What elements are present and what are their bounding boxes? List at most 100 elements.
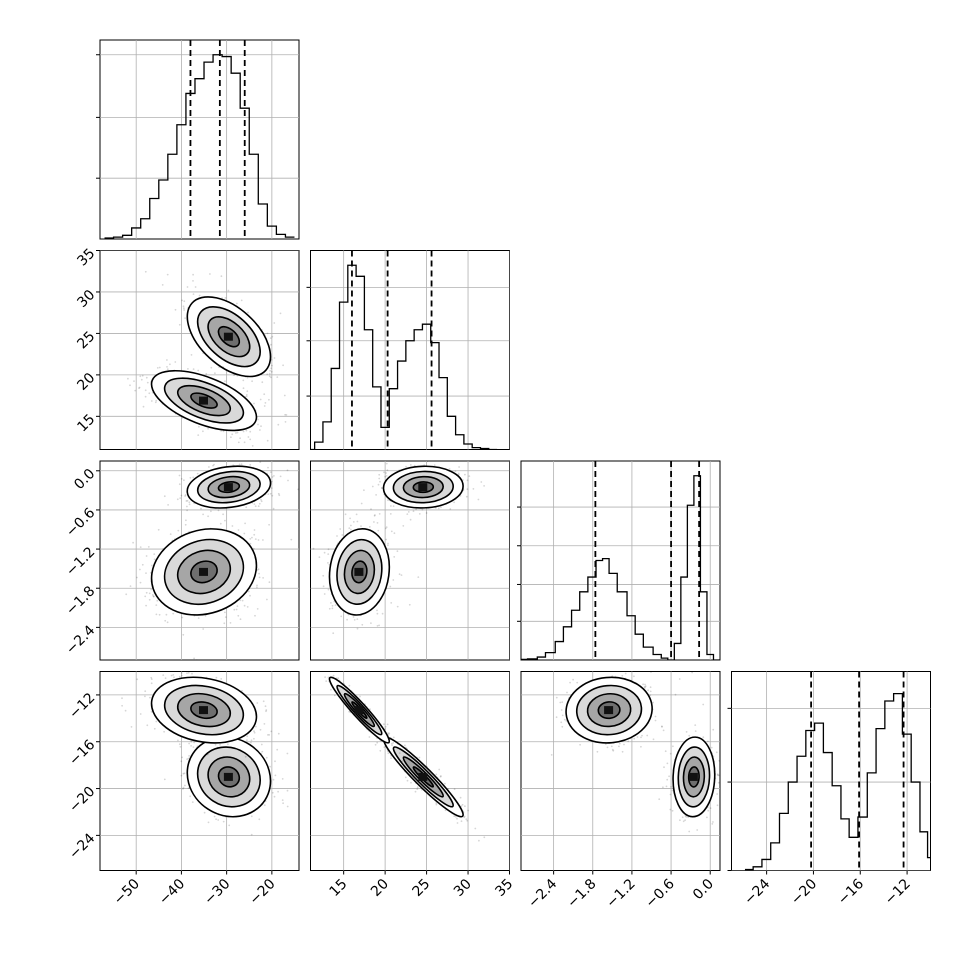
sample-point <box>385 475 388 477</box>
sample-point <box>337 677 340 680</box>
sample-point <box>231 525 234 527</box>
sample-point <box>387 732 389 734</box>
sample-point <box>244 755 247 758</box>
sample-point <box>416 788 419 790</box>
sample-point <box>272 778 275 781</box>
sample-point <box>124 709 127 712</box>
sample-point <box>390 602 393 604</box>
sample-point <box>258 502 261 505</box>
sample-point <box>207 427 210 430</box>
sample-point <box>254 538 257 540</box>
sample-point <box>240 299 243 302</box>
sample-point <box>387 544 389 547</box>
sample-point <box>224 297 227 299</box>
sample-point <box>147 546 150 548</box>
sample-point <box>440 775 442 777</box>
sample-point <box>253 730 255 733</box>
sample-point <box>145 591 148 594</box>
sample-point <box>249 430 252 433</box>
sample-point <box>436 456 438 458</box>
sample-point <box>254 505 257 508</box>
sample-point <box>352 616 355 618</box>
sample-point <box>224 616 227 618</box>
sample-point <box>392 579 395 581</box>
plot-area <box>100 250 299 450</box>
y-tick-label: −2.4 <box>63 622 98 657</box>
sample-point <box>263 804 266 807</box>
sample-point <box>416 786 419 789</box>
sample-point <box>477 498 480 501</box>
sample-point <box>155 399 158 402</box>
sample-point <box>163 778 166 781</box>
sample-point <box>285 414 288 416</box>
sample-point <box>262 700 265 703</box>
x-tick-label: −40 <box>156 876 188 908</box>
sample-point <box>190 740 193 743</box>
sample-point <box>455 816 457 818</box>
sample-point <box>160 671 162 672</box>
sample-point <box>262 577 264 579</box>
sample-point <box>139 581 142 584</box>
sample-point <box>174 308 177 311</box>
sample-point <box>125 593 128 596</box>
sample-point <box>385 526 388 528</box>
sample-point <box>282 364 284 367</box>
sample-point <box>189 795 192 798</box>
sample-point <box>318 667 320 669</box>
sample-point <box>474 827 477 830</box>
sample-point <box>251 536 253 539</box>
sample-point <box>458 466 460 468</box>
sample-point <box>283 394 286 397</box>
sample-point <box>457 472 460 475</box>
axes-frame <box>99 39 300 240</box>
sample-point <box>385 462 388 465</box>
sample-point <box>142 405 145 408</box>
sample-point <box>376 609 378 612</box>
sample-point <box>185 500 188 502</box>
sample-point <box>266 598 268 601</box>
sample-point <box>404 776 407 779</box>
sample-point <box>169 363 171 366</box>
sample-point <box>415 508 417 511</box>
sample-point <box>182 786 185 789</box>
sample-point <box>127 377 129 380</box>
y-tick-label: 0.0 <box>71 466 98 493</box>
sample-point <box>253 503 256 505</box>
sample-point <box>290 538 293 541</box>
sample-point <box>453 815 456 818</box>
sample-point <box>258 576 261 579</box>
sample-point <box>224 380 226 383</box>
sample-point <box>183 772 186 775</box>
sample-point <box>270 343 272 346</box>
sample-point <box>483 485 485 487</box>
sample-point <box>184 523 187 526</box>
sample-point <box>184 784 186 787</box>
sample-point <box>188 755 191 757</box>
sample-point <box>385 538 388 541</box>
sample-point <box>389 513 392 515</box>
sample-point <box>241 689 243 692</box>
sample-point <box>182 772 185 775</box>
sample-point <box>178 743 181 746</box>
sample-point <box>230 436 232 439</box>
sample-point <box>250 739 253 742</box>
sample-point <box>444 809 447 812</box>
sample-point <box>233 608 236 611</box>
sample-point <box>183 307 185 310</box>
sample-point <box>198 425 200 428</box>
sample-point <box>156 599 159 602</box>
sample-point <box>173 676 175 679</box>
sample-point <box>396 550 399 553</box>
sample-point <box>197 617 200 619</box>
sample-point <box>435 802 438 804</box>
y-tick-label: −12 <box>66 690 98 722</box>
sample-point <box>188 501 191 504</box>
sample-point <box>258 818 261 821</box>
sample-point <box>220 678 223 680</box>
sample-point <box>360 502 363 505</box>
sample-point <box>425 512 428 514</box>
sample-point <box>286 752 289 755</box>
sample-point <box>235 432 237 434</box>
sample-point <box>331 604 334 607</box>
sample-point <box>178 675 181 678</box>
